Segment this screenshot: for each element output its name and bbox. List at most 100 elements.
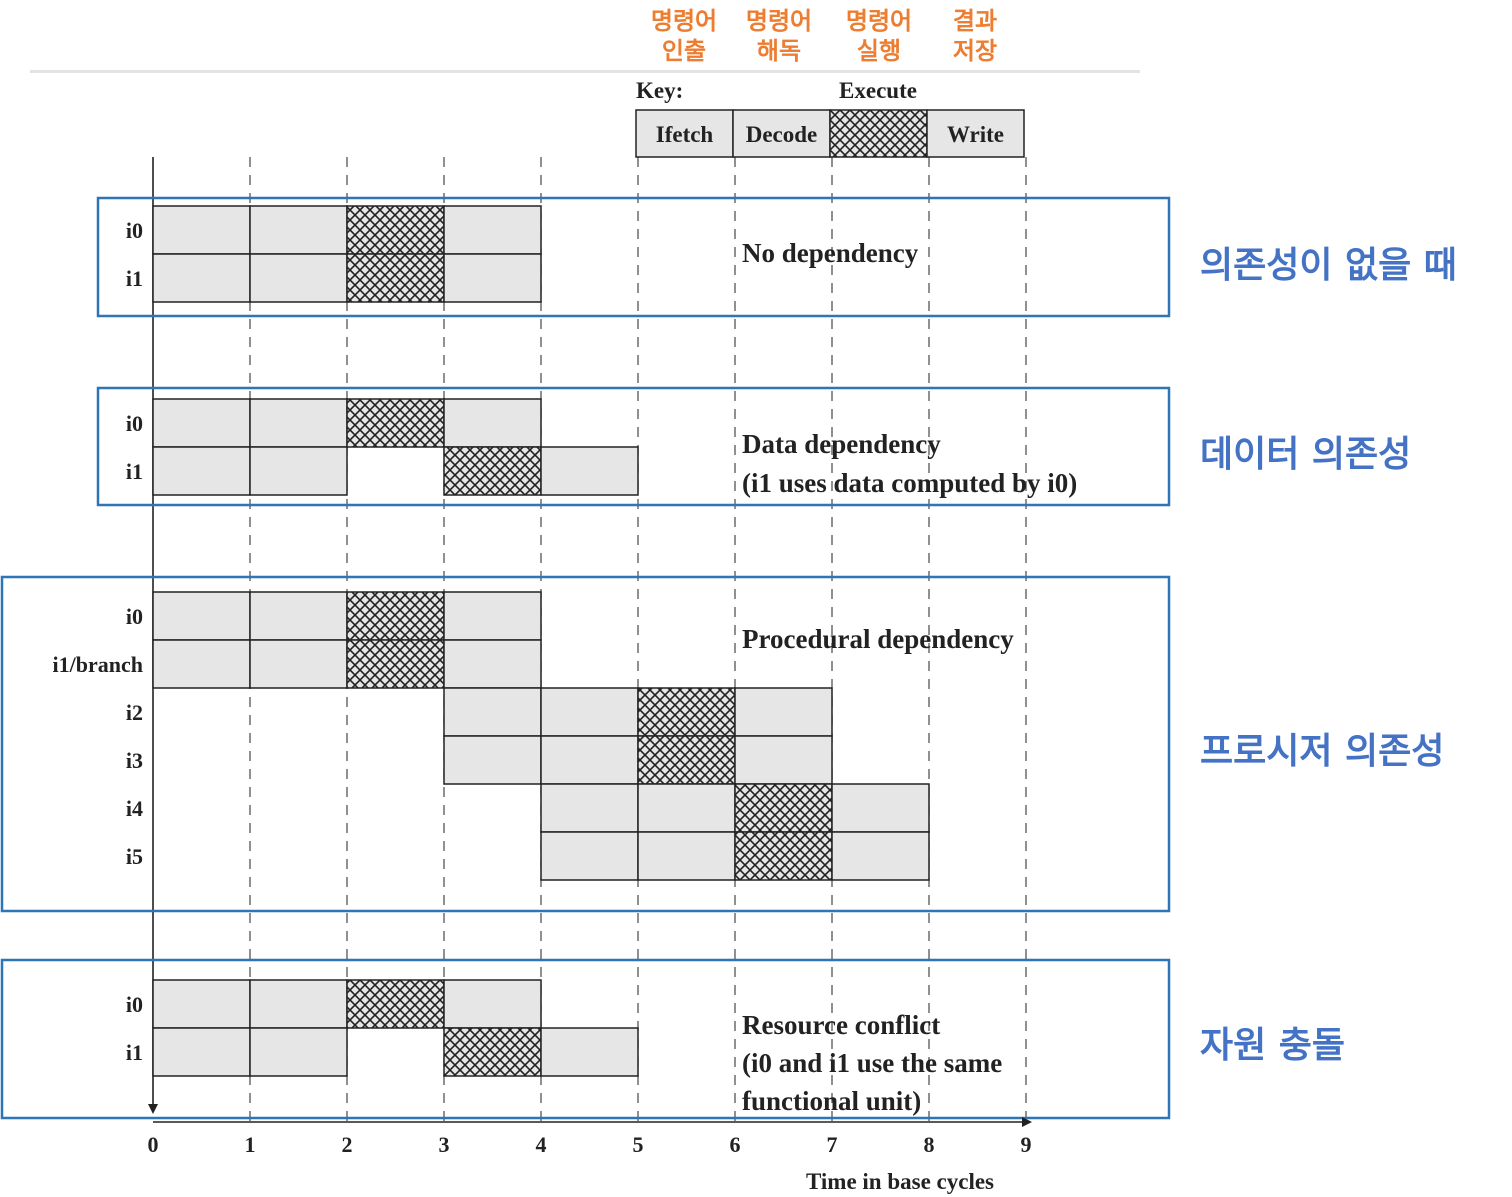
stage-cell <box>540 831 639 881</box>
instruction-label: i5 <box>126 844 143 869</box>
instruction-label: i0 <box>126 992 143 1017</box>
instruction-label: i4 <box>126 796 143 821</box>
stage-cell <box>152 591 251 641</box>
key-stage-box <box>926 109 1025 158</box>
axis-tick-label: 3 <box>439 1132 450 1157</box>
execute-cell <box>443 1027 542 1077</box>
korean-stage-label: 명령어 해독 <box>745 7 813 65</box>
stage-cell <box>249 446 348 496</box>
key-stage-label: Decode <box>746 122 818 147</box>
axis-tick-label: 9 <box>1021 1132 1032 1157</box>
axis-tick-label: 0 <box>148 1132 159 1157</box>
korean-label-no-dependency: 의존성이 없을 때 <box>1200 245 1457 286</box>
korean-label-procedural-dependency: 프로시저 의존성 <box>1200 731 1445 772</box>
stage-cell <box>443 253 542 303</box>
axis-tick-label: 2 <box>342 1132 353 1157</box>
stage-cell <box>152 1027 251 1077</box>
stage-cell <box>443 687 542 737</box>
execute-cell <box>346 591 445 641</box>
stage-cell <box>249 398 348 448</box>
scenarios: i0 i1 No dependency i0 i1 Data dependency (i1 … <box>0 196 1171 1120</box>
stage-cell <box>443 398 542 448</box>
korean-label-data-dependency: 데이터 의존성 <box>1200 434 1412 475</box>
scenario-description: (i1 uses data computed by i0) <box>742 468 1077 498</box>
stage-cell <box>249 591 348 641</box>
axis-tick-label: 4 <box>536 1132 547 1157</box>
key-stage-box <box>829 109 928 158</box>
stage-cell <box>540 783 639 833</box>
stage-cell <box>249 639 348 689</box>
scenario-highlight-box <box>96 196 1171 318</box>
scenario-description: Resource conflict <box>742 1010 940 1040</box>
stage-cell <box>152 979 251 1029</box>
stage-cell <box>637 783 736 833</box>
instruction-label: i1 <box>126 459 143 484</box>
scenario-highlight-box <box>0 575 1171 913</box>
execute-cell <box>346 398 445 448</box>
stage-cell <box>152 446 251 496</box>
stage-cell <box>249 253 348 303</box>
axis-tick-label: 6 <box>730 1132 741 1157</box>
key-execute-label: Execute <box>839 78 917 103</box>
scenario-no-dependency: i0 i1 No dependency <box>96 196 1171 318</box>
execute-cell <box>734 783 833 833</box>
scenario-data-dependency: i0 i1 Data dependency (i1 uses data compute… <box>96 386 1171 507</box>
scenario-description: (i0 and i1 use the same <box>742 1048 1002 1078</box>
key-legend: Key: Execute Ifetch Decode Write <box>635 78 1025 158</box>
execute-cell <box>637 687 736 737</box>
scenario-procedural-dependency: i0 i1/branch i2 i3 i4 i5 Procedural dependency <box>0 575 1171 913</box>
axis-label: Time in base cycles <box>806 1169 994 1194</box>
scenario-resource-conflict: i0 i1 Resource conflict (i0 and i1 use the … <box>0 958 1171 1120</box>
scenario-description: functional unit) <box>742 1086 921 1116</box>
axis-tick-label: 1 <box>245 1132 256 1157</box>
time-axis: 0 1 2 3 4 5 6 7 8 9 Time in base cycles <box>148 1117 1032 1194</box>
korean-stage-label: 명령어 실행 <box>845 7 913 65</box>
stage-cell <box>637 831 736 881</box>
instruction-label: i0 <box>126 218 143 243</box>
key-title: Key: <box>636 78 683 103</box>
execute-cell <box>443 446 542 496</box>
instruction-label: i1 <box>126 266 143 291</box>
scenario-description: Data dependency <box>742 429 941 459</box>
instruction-label: i3 <box>126 748 143 773</box>
stage-cell <box>443 735 542 785</box>
stage-cell <box>540 735 639 785</box>
stage-cell <box>540 687 639 737</box>
scenario-highlight-box <box>0 958 1171 1120</box>
stage-cell <box>831 831 930 881</box>
stage-cell <box>443 639 542 689</box>
top-divider <box>30 70 1140 73</box>
execute-cell <box>346 979 445 1029</box>
stage-cell <box>540 446 639 496</box>
stage-cell <box>831 783 930 833</box>
execute-cell <box>734 831 833 881</box>
stage-cell <box>249 979 348 1029</box>
instruction-label: i0 <box>126 604 143 629</box>
axis-tick-label: 5 <box>633 1132 644 1157</box>
instruction-label: i1/branch <box>53 652 143 677</box>
stage-cell <box>152 639 251 689</box>
korean-label-resource-conflict: 자원 충돌 <box>1200 1025 1346 1066</box>
stage-cell <box>152 398 251 448</box>
stage-cell <box>734 687 833 737</box>
key-stage-label: Ifetch <box>656 122 714 147</box>
scenario-description: Procedural dependency <box>742 624 1014 654</box>
korean-stage-label: 명령어 인출 <box>650 7 718 65</box>
stage-cell <box>734 735 833 785</box>
execute-cell <box>346 253 445 303</box>
stage-cell <box>152 253 251 303</box>
axis-tick-label: 7 <box>827 1132 838 1157</box>
execute-cell <box>346 639 445 689</box>
instruction-label: i1 <box>126 1040 143 1065</box>
key-stage-label: Write <box>947 122 1004 147</box>
stage-cell <box>443 979 542 1029</box>
stage-cell <box>443 591 542 641</box>
stage-cell <box>152 205 251 255</box>
instruction-label: i0 <box>126 411 143 436</box>
axis-tick-label: 8 <box>924 1132 935 1157</box>
instruction-label: i2 <box>126 700 143 725</box>
key-stage-box <box>635 109 734 158</box>
stage-cell <box>249 205 348 255</box>
execute-cell <box>637 735 736 785</box>
